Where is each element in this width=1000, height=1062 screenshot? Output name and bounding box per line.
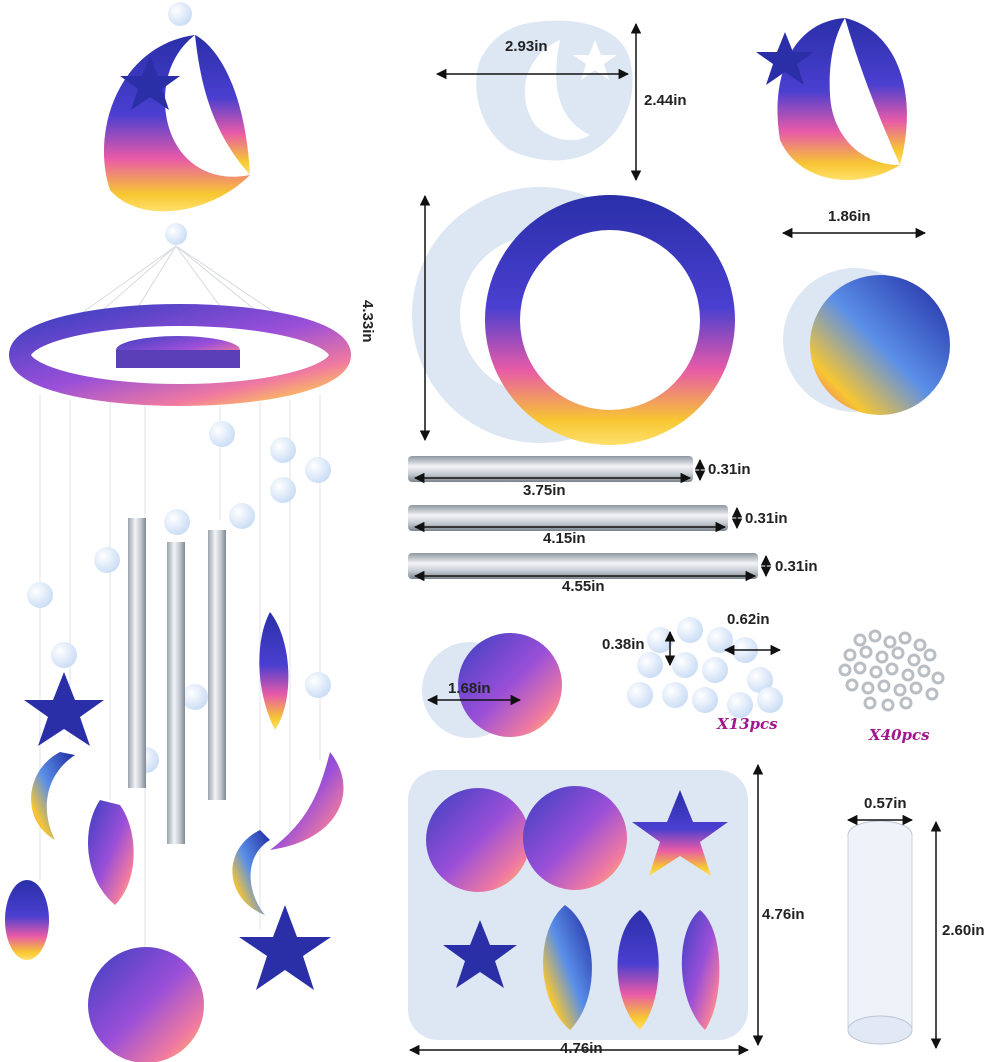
ring-mold-diameter-label: 4.33in (359, 300, 376, 343)
tube1-diameter-label: 0.31in (708, 461, 751, 478)
round-mold (783, 268, 950, 415)
tubes (408, 456, 758, 579)
tube1-length-label: 3.75in (523, 482, 566, 499)
small-round-mold (422, 633, 562, 738)
beads-pile (627, 617, 783, 718)
tube2-diameter-label: 0.31in (745, 510, 788, 527)
dimension-arrows (408, 22, 942, 1056)
thread-spool-width-label: 0.57in (864, 795, 907, 812)
tube3-length-label: 4.55in (562, 578, 605, 595)
jump-rings-count-label: X40pcs (869, 726, 930, 744)
pendant-mold-width-label: 4.76in (560, 1040, 603, 1057)
pendant-mold-height-label: 4.76in (762, 906, 805, 923)
ring-mold (412, 187, 735, 445)
tube2-length-label: 4.15in (543, 530, 586, 547)
beads-count-label: X13pcs (717, 715, 778, 733)
moon-mold-width-label: 2.93in (505, 38, 548, 55)
small-round-mold-diameter-label: 1.68in (448, 680, 491, 697)
bead-height-label: 0.38in (602, 636, 645, 653)
moon-mold-height-label: 2.44in (644, 92, 687, 109)
thread-spool (847, 820, 913, 1045)
round-mold-diameter-label: 1.86in (828, 208, 871, 225)
moon-pendant (756, 18, 907, 180)
tube3-diameter-label: 0.31in (775, 558, 818, 575)
jump-rings-pile (838, 629, 945, 712)
wind-chime (5, 2, 351, 1062)
pendant-mold (408, 770, 748, 1040)
thread-spool-height-label: 2.60in (942, 922, 985, 939)
bead-width-label: 0.62in (727, 611, 770, 628)
moon-mold (476, 20, 633, 161)
